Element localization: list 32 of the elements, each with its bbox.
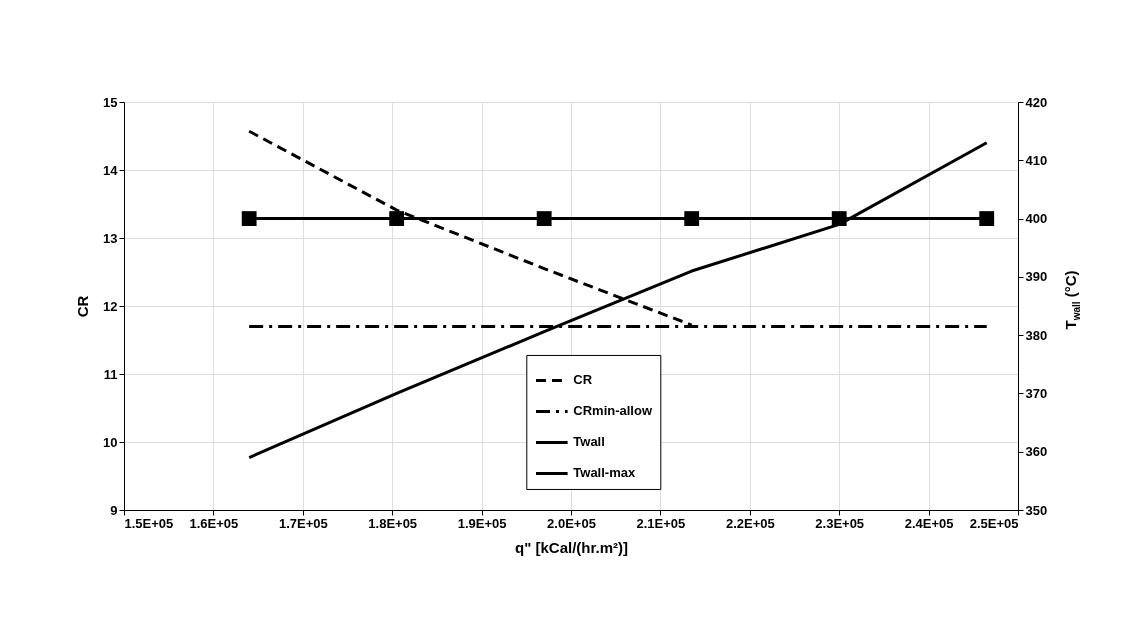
y2-tick-label: 410 [1025, 152, 1048, 168]
y2-tick-label: 420 [1025, 94, 1048, 110]
y2-tick-label: 370 [1025, 385, 1048, 401]
y-tick-label: 9 [110, 502, 118, 518]
x-tick-label: 2.2E+05 [725, 515, 775, 531]
y2-tick-label: 390 [1025, 269, 1048, 285]
x-tick-label: 2.5E+05 [969, 515, 1019, 531]
y2-tick-label: 350 [1025, 502, 1048, 518]
legend-label: CRmin-allow [573, 403, 653, 419]
x-tick-label: 2.3E+05 [815, 515, 865, 531]
x-tick-label: 1.8E+05 [368, 515, 418, 531]
y-axis-title: CR [74, 295, 92, 318]
x-axis-title: q" [kCal/(hr.m²)] [515, 538, 628, 556]
x-tick-label: 1.6E+05 [189, 515, 239, 531]
x-tick-label: 2.1E+05 [636, 515, 686, 531]
legend-label: Twall-max [573, 465, 636, 481]
x-tick-label: 2.4E+05 [904, 515, 954, 531]
x-tick-label: 2.0E+05 [547, 515, 596, 531]
y-tick-label: 14 [103, 162, 119, 178]
y-tick-label: 13 [103, 230, 118, 246]
legend-label: Twall [573, 434, 605, 450]
legend-label: CR [573, 372, 593, 388]
y2-tick-label: 380 [1025, 327, 1048, 343]
x-tick-label: 1.7E+05 [278, 515, 328, 531]
y-tick-label: 10 [103, 434, 118, 450]
y2-tick-label: 400 [1025, 211, 1048, 227]
y-tick-label: 11 [103, 366, 118, 382]
x-tick-label: 1.5E+05 [124, 515, 174, 531]
x-tick-label: 1.9E+05 [457, 515, 507, 531]
y2-tick-label: 360 [1025, 444, 1048, 460]
y-tick-label: 15 [103, 94, 118, 110]
y-tick-label: 12 [103, 298, 118, 314]
